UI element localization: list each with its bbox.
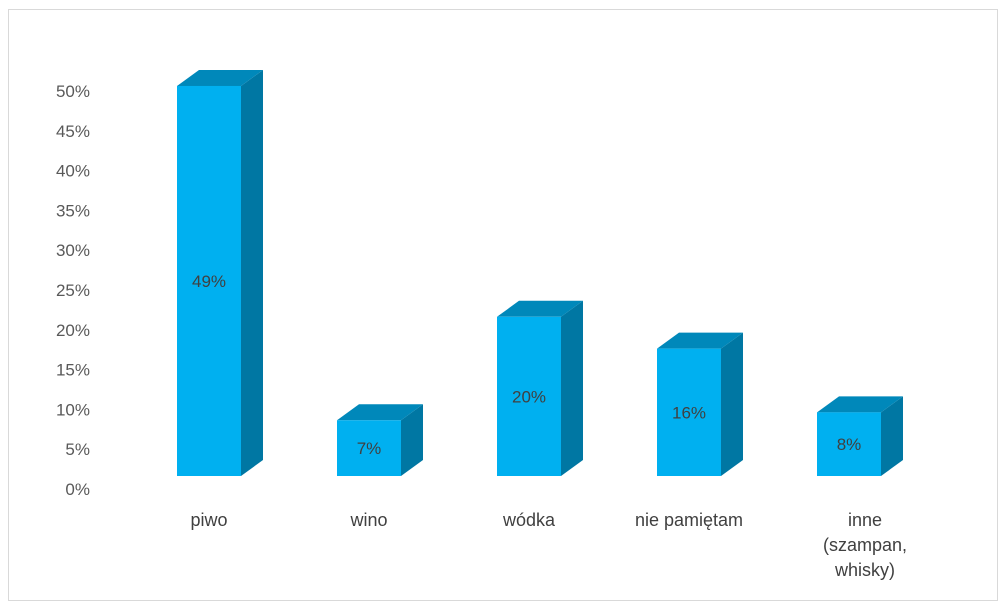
data-label: 8% [837,435,862,454]
bar-1: 49% [177,69,263,477]
category-label: piwo [190,510,227,530]
category-labels: piwo wino wódka nie pamiętam inne (szampan, wh… [190,510,907,580]
chart-frame [8,9,998,601]
y-axis: 0% 5% 10% 15% 20% 25% 30% 35% 40% 45% 50% [56,82,90,499]
bar-front [657,348,721,476]
data-label: 49% [192,272,226,291]
bar-5: 8% [817,396,903,476]
y-tick-label: 40% [56,162,90,181]
bar-top [337,404,423,421]
bar-front [337,420,401,476]
category-label: inne (szampan, whisky) [823,510,907,580]
y-tick-label: 30% [56,241,90,260]
data-label: 7% [357,439,382,458]
y-tick-label: 35% [56,201,90,220]
bar-top [177,69,263,86]
data-label: 16% [672,403,706,422]
bar-2: 7% [337,404,423,476]
y-tick-label: 50% [56,82,90,101]
bar-top [817,396,903,413]
bar-front [177,85,241,477]
y-tick-label: 10% [56,400,90,419]
y-tick-label: 45% [56,122,90,141]
bar-3: 20% [497,300,583,476]
bar-side [721,332,743,476]
bar-top [657,332,743,349]
bar-front [817,412,881,476]
bar-4: 16% [657,332,743,476]
bars-group: 49% 7% 20% 16% 8% [177,69,903,477]
y-tick-label: 20% [56,321,90,340]
data-label: 20% [512,387,546,406]
bar-top [497,300,583,317]
bar-side [561,300,583,476]
category-label: nie pamiętam [635,510,743,530]
bar-side [401,404,423,476]
bar-front [497,316,561,476]
y-tick-label: 5% [65,440,90,459]
category-label: wódka [502,510,556,530]
y-tick-label: 0% [65,480,90,499]
y-tick-label: 15% [56,361,90,380]
y-tick-label: 25% [56,281,90,300]
bar-side [241,69,263,477]
bar-side [881,396,903,476]
category-label: wino [349,510,387,530]
